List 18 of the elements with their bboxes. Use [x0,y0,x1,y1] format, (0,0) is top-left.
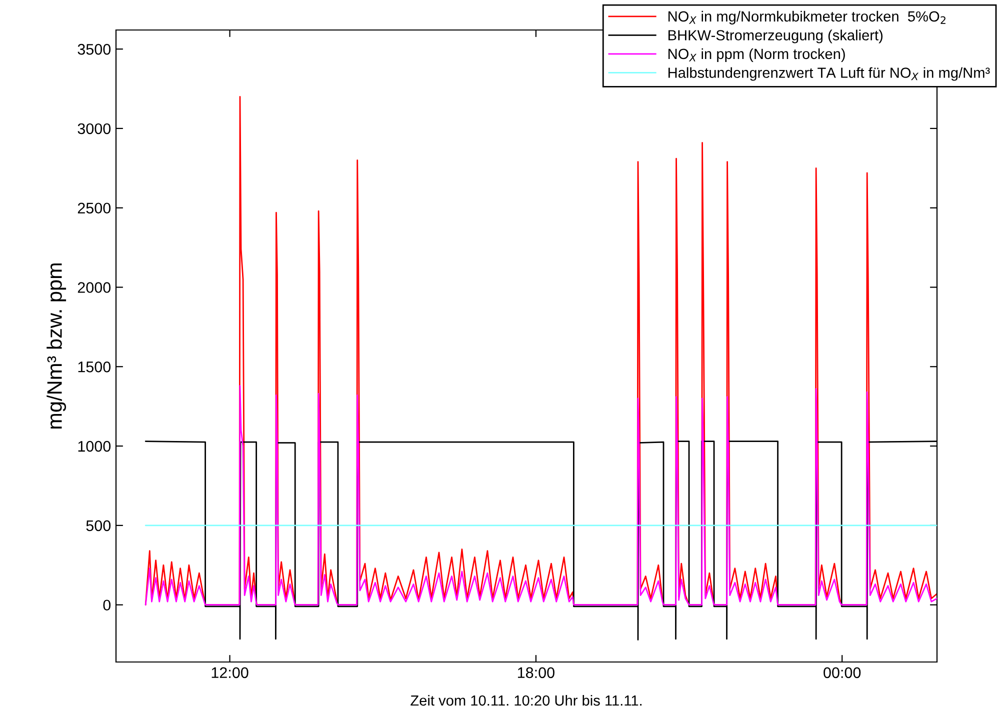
x-tick-label: 18:00 [518,667,554,678]
x-tick-label: 12:00 [212,667,248,678]
y-tick-label: 1500 [78,362,111,372]
legend-label: BHKW-Stromerzeugung (skaliert) [668,30,883,44]
y-tick-label: 3000 [78,123,111,134]
y-tick-label: 0 [103,600,111,611]
y-axis-title: mg/Nm³ bzw. ppm [46,263,66,429]
y-tick-label: 2500 [78,202,111,214]
x-axis-title: Zeit vom 10.11. 10:20 Uhr bis 11.11. [410,694,642,706]
y-tick-label: 1000 [78,440,111,452]
legend-label: NO$_{X}$ in mg/Normkubikmeter trocken 5%O$_{2}$ [668,10,946,24]
y-tick-label: 2000 [78,282,111,293]
legend-label: NO$_{X}$ in ppm (Norm trocken) [668,48,845,62]
y-tick-label: 3500 [78,44,111,55]
line-series [144,385,937,606]
y-tick-label: 500 [86,520,111,532]
x-tick-label: 00:00 [824,667,861,678]
legend-label: Halbstundengrenzwert TA Luft für NO$_{X}$ in mg/Nm³ [668,67,990,81]
